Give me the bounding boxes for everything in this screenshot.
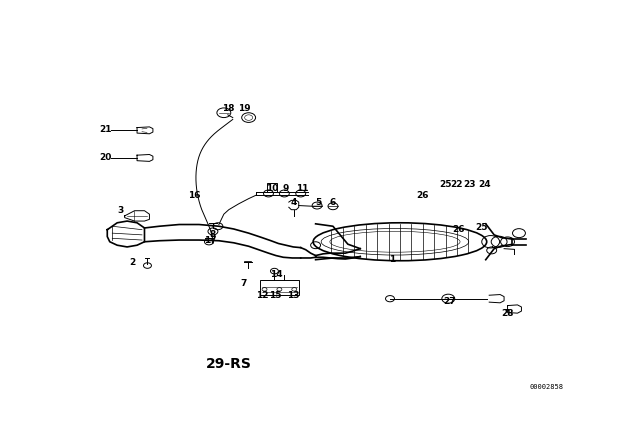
- Text: 29-RS: 29-RS: [206, 357, 252, 371]
- Text: 15: 15: [269, 291, 281, 301]
- Text: 25: 25: [439, 180, 451, 189]
- Text: 27: 27: [444, 297, 456, 306]
- Text: 3: 3: [118, 206, 124, 215]
- Text: 5: 5: [315, 198, 321, 207]
- Text: 24: 24: [478, 180, 490, 189]
- Text: 14: 14: [269, 270, 282, 279]
- Text: 12: 12: [256, 291, 268, 301]
- Text: 26: 26: [452, 225, 465, 234]
- Text: 20: 20: [100, 153, 112, 162]
- Text: 28: 28: [501, 309, 514, 318]
- Bar: [268, 183, 277, 192]
- Text: 00002858: 00002858: [529, 384, 564, 390]
- Text: 21: 21: [100, 125, 112, 134]
- Text: 6: 6: [330, 198, 336, 207]
- Text: 19: 19: [238, 104, 251, 113]
- Bar: [260, 280, 300, 295]
- Text: 13: 13: [287, 291, 300, 301]
- Text: 1: 1: [389, 254, 396, 263]
- Text: 2: 2: [129, 258, 135, 267]
- Text: 25: 25: [476, 224, 488, 233]
- Text: 8: 8: [210, 230, 216, 239]
- Text: 18: 18: [221, 104, 234, 113]
- Text: 11: 11: [296, 184, 308, 193]
- Text: 7: 7: [241, 279, 247, 288]
- Text: 9: 9: [283, 184, 289, 193]
- Text: 4: 4: [290, 198, 296, 207]
- Text: 17: 17: [204, 236, 216, 245]
- Text: 16: 16: [188, 191, 200, 200]
- Text: 26: 26: [416, 191, 429, 200]
- Text: 10: 10: [266, 184, 278, 193]
- Text: 23: 23: [463, 180, 476, 189]
- Text: 22: 22: [451, 180, 463, 189]
